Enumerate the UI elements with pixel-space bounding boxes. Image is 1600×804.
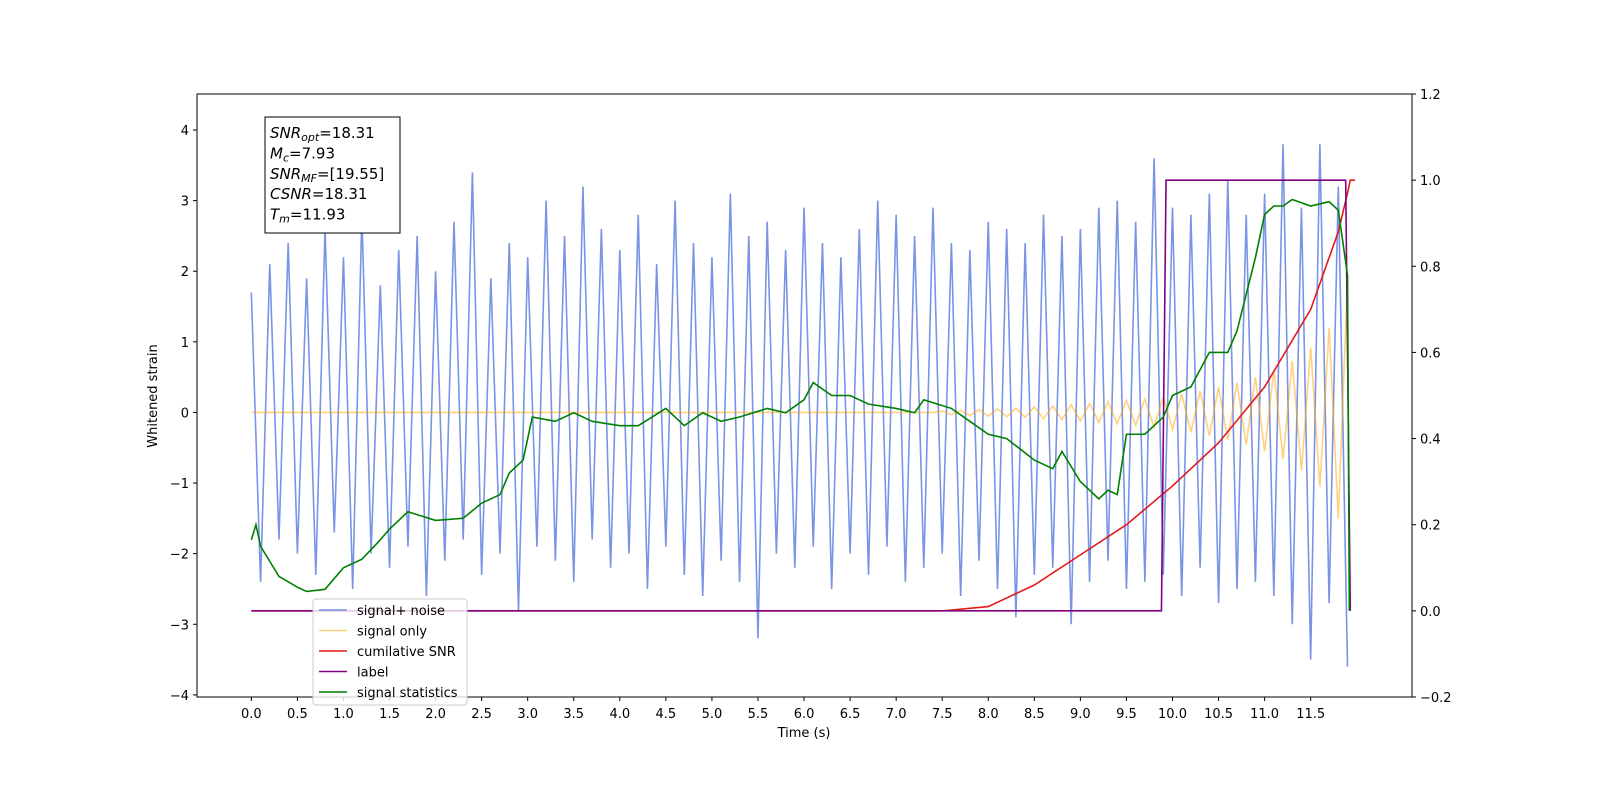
x-tick-label: 4.5: [656, 707, 677, 722]
x-tick-label: 6.0: [794, 707, 815, 722]
annotation-subscript: MF: [301, 172, 317, 185]
y2-tick-label: 0.2: [1420, 519, 1441, 534]
x-tick-label: 9.0: [1070, 707, 1091, 722]
x-tick-label: 3.5: [563, 707, 584, 722]
annotation-subscript: c: [283, 151, 289, 164]
legend-label: signal statistics: [357, 686, 458, 701]
y2-tick-label: −0.2: [1420, 691, 1452, 706]
annotation-subscript: opt: [301, 131, 320, 144]
annotation-line: SNRopt=18.31: [270, 124, 375, 144]
series-line: [250, 144, 1349, 667]
y-tick-label: 3: [181, 195, 189, 210]
y-axis-label: Whitened strain: [146, 344, 161, 447]
legend-label: label: [357, 666, 388, 681]
x-tick-label: 5.5: [748, 707, 769, 722]
annotation-symbol: CSNR: [270, 185, 312, 203]
y-tick-label: −4: [170, 689, 189, 704]
x-tick-label: 1.0: [333, 707, 354, 722]
x-tick-label: 11.0: [1250, 707, 1279, 722]
annotation-symbol: T: [270, 206, 281, 224]
annotation-value: =[19.55]: [317, 165, 384, 183]
x-tick-label: 8.0: [978, 707, 999, 722]
legend-box: [312, 598, 468, 706]
x-tick-label: 2.0: [425, 707, 446, 722]
y-tick-label: −2: [170, 548, 189, 563]
x-tick-label: 1.5: [379, 707, 400, 722]
x-tick-label: 8.5: [1024, 707, 1045, 722]
annotation-line: CSNR=18.31: [270, 185, 367, 203]
y-tick-label: 2: [181, 265, 189, 280]
annotation-symbol: SNR: [270, 124, 301, 142]
legend-label: signal only: [357, 625, 427, 640]
series-line: [251, 278, 1349, 519]
x-axis-label: Time (s): [777, 726, 831, 741]
annotation-value: =18.31: [319, 124, 375, 142]
annotation-line: Mc=7.93: [270, 144, 335, 164]
y-tick-label: 4: [181, 124, 189, 139]
annotation-symbol: M: [270, 144, 283, 162]
x-tick-label: 0.0: [241, 707, 262, 722]
legend-label: signal+ noise: [357, 604, 445, 619]
x-tick-label: 4.0: [609, 707, 630, 722]
x-tick-label: 7.0: [886, 707, 907, 722]
y-tick-label: 1: [181, 336, 189, 351]
annotation-symbol: SNR: [270, 165, 301, 183]
x-tick-label: 10.0: [1158, 707, 1187, 722]
y-tick-label: −1: [170, 477, 189, 492]
annotation-value: =11.93: [290, 206, 346, 224]
annotation-line: SNRMF=[19.55]: [270, 165, 384, 185]
annotation-value: =7.93: [289, 144, 335, 162]
x-tick-label: 0.5: [287, 707, 308, 722]
y2-tick-label: 1.2: [1420, 88, 1441, 103]
x-tick-label: 5.0: [702, 707, 723, 722]
x-tick-label: 9.5: [1116, 707, 1137, 722]
x-tick-label: 2.5: [471, 707, 492, 722]
x-tick-label: 7.5: [932, 707, 953, 722]
y2-tick-label: 0.6: [1420, 346, 1441, 361]
x-tick-label: 10.5: [1204, 707, 1233, 722]
y-tick-label: 0: [181, 406, 189, 421]
annotation-subscript: m: [279, 213, 290, 226]
legend-label: cumilative SNR: [357, 645, 456, 660]
annotation-line: Tm=11.93: [270, 206, 345, 226]
y2-tick-label: 0.4: [1420, 433, 1441, 448]
annotation-value: =18.31: [312, 185, 368, 203]
annotation-box: [264, 116, 401, 234]
x-tick-label: 3.0: [517, 707, 538, 722]
x-tick-label: 6.5: [840, 707, 861, 722]
y2-tick-label: 0.0: [1420, 605, 1441, 620]
series-line: [250, 198, 1351, 611]
y2-tick-label: 1.0: [1420, 174, 1441, 189]
y-tick-label: −3: [170, 618, 189, 633]
x-tick-label: 11.5: [1296, 707, 1325, 722]
y2-tick-label: 0.8: [1420, 260, 1441, 275]
